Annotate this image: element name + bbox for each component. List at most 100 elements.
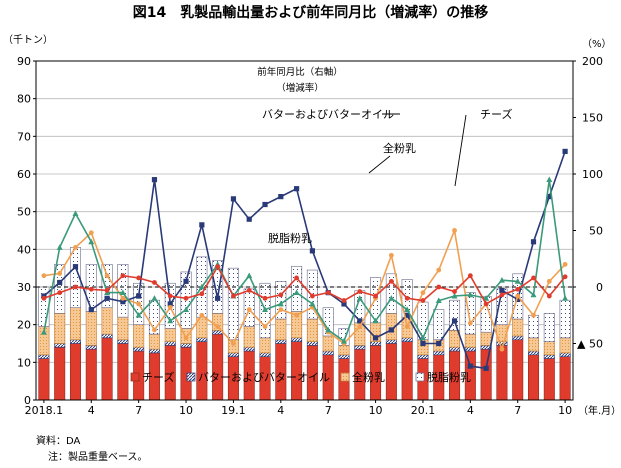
point-butter-25 xyxy=(436,340,442,347)
bar-segment-cheese-29 xyxy=(496,345,508,401)
point-smp-25 xyxy=(435,297,442,303)
right-tick-label: 50 xyxy=(589,225,603,238)
right-tick-label: 200 xyxy=(582,55,603,68)
point-cheese-29 xyxy=(499,292,505,298)
bar-segment-butter-15 xyxy=(275,339,287,344)
bar-segment-cheese-11 xyxy=(212,333,224,401)
x-tick-label: 4 xyxy=(277,404,284,417)
point-cheese-24 xyxy=(420,298,426,303)
bar-segment-cheese-31 xyxy=(528,354,540,401)
bar-segment-butter-9 xyxy=(180,343,192,348)
figure-title: 図14 乳製品輸出量および前年同月比（増減率）の推移 xyxy=(132,5,489,21)
annotation-wmp: 全粉乳 xyxy=(383,141,416,155)
left-tick-label: 90 xyxy=(17,55,31,68)
bar-segment-wmp-2 xyxy=(69,307,81,341)
bar-segment-butter-27 xyxy=(464,346,476,352)
point-smp-9 xyxy=(183,306,190,312)
legend-swatch-wmp xyxy=(340,372,350,382)
grid-lines xyxy=(36,60,573,363)
bar-segment-butter-0 xyxy=(38,354,50,359)
point-wmp-10 xyxy=(199,312,205,318)
bar-segment-smp-24 xyxy=(417,301,429,341)
point-smp-21 xyxy=(372,317,379,324)
bar-segment-cheese-0 xyxy=(38,358,50,401)
bar-segment-smp-22 xyxy=(385,273,397,314)
bar-segment-smp-12 xyxy=(227,267,239,341)
point-smp-6 xyxy=(135,312,142,318)
point-cheese-30 xyxy=(515,286,521,292)
bar-segment-butter-25 xyxy=(433,350,445,356)
point-butter-26 xyxy=(451,318,458,324)
right-tick-label: 100 xyxy=(582,168,603,181)
right-tick-label: 150 xyxy=(582,112,603,125)
bar-segment-wmp-1 xyxy=(54,313,66,344)
right-tick-label: ▲ 50 xyxy=(577,338,603,351)
point-cheese-10 xyxy=(199,291,205,297)
point-butter-32 xyxy=(546,194,552,200)
point-cheese-6 xyxy=(136,275,142,281)
left-tick-label: 40 xyxy=(17,243,31,256)
bar-segment-wmp-33 xyxy=(559,337,571,354)
bar-segment-butter-14 xyxy=(259,352,271,357)
left-tick-label: 80 xyxy=(17,93,31,106)
x-tick-label: 20.1 xyxy=(411,404,436,417)
line-wmp xyxy=(43,227,566,352)
bar-segment-wmp-8 xyxy=(164,328,176,342)
bar-segment-wmp-30 xyxy=(512,318,524,337)
bar-segment-butter-33 xyxy=(559,352,571,357)
point-butter-17 xyxy=(309,248,315,254)
point-cheese-20 xyxy=(357,289,363,294)
point-smp-2 xyxy=(72,210,79,216)
point-butter-11 xyxy=(215,295,221,301)
legend-label-wmp: 全粉乳 xyxy=(352,370,385,384)
bar-segment-butter-2 xyxy=(69,339,81,344)
bar-segment-wmp-32 xyxy=(543,341,555,356)
point-wmp-6 xyxy=(136,301,142,307)
point-wmp-25 xyxy=(436,267,442,273)
bar-segment-cheese-32 xyxy=(543,358,555,401)
bar-segment-butter-7 xyxy=(148,348,160,354)
bar-segment-butter-21 xyxy=(370,341,382,346)
right-axis-unit: （%） xyxy=(582,38,612,50)
bar-segment-butter-12 xyxy=(227,352,239,357)
point-butter-9 xyxy=(183,278,189,284)
point-butter-33 xyxy=(562,148,568,154)
point-wmp-26 xyxy=(452,228,457,233)
point-smp-10 xyxy=(198,283,205,290)
point-smp-31 xyxy=(530,291,537,298)
point-cheese-4 xyxy=(104,287,110,293)
x-tick-label: 7 xyxy=(325,404,332,417)
note-line: 注：製品重量ベース。 xyxy=(48,452,148,463)
point-cheese-17 xyxy=(309,293,315,299)
bar-segment-butter-5 xyxy=(117,339,129,344)
bar-segment-butter-6 xyxy=(133,346,145,352)
point-cheese-14 xyxy=(262,295,268,301)
source-note: 資料：DA 注：製品重量ベース。 xyxy=(36,434,148,466)
point-butter-20 xyxy=(357,318,363,324)
point-cheese-0 xyxy=(41,295,47,301)
point-butter-8 xyxy=(167,301,173,307)
point-wmp-13 xyxy=(246,307,252,312)
inner-title-line2: （増減率） xyxy=(276,82,324,94)
bar-segment-wmp-3 xyxy=(85,311,97,346)
point-butter-6 xyxy=(136,293,142,299)
x-tick-label: 10 xyxy=(179,404,193,417)
point-cheese-7 xyxy=(152,280,157,285)
point-smp-7 xyxy=(151,295,158,301)
bar-segment-butter-23 xyxy=(401,337,413,342)
point-butter-28 xyxy=(483,365,489,371)
right-tick-label: 0 xyxy=(596,281,603,294)
bar-segment-wmp-31 xyxy=(528,337,540,352)
legend-label-butter: バターおよびバターオイル xyxy=(198,371,330,384)
bar-segment-wmp-6 xyxy=(133,324,145,348)
line-butter xyxy=(43,151,566,370)
point-wmp-31 xyxy=(531,312,536,318)
point-cheese-21 xyxy=(373,293,378,299)
point-cheese-25 xyxy=(436,284,442,290)
annotations: 前年同月比（右軸）（増減率）バターおよびバターオイル チーズ全粉乳脱脂粉乳チーズバ… xyxy=(130,66,512,384)
point-butter-7 xyxy=(151,177,158,183)
bar-segment-butter-30 xyxy=(512,335,524,341)
source-line: 資料：DA xyxy=(36,436,81,447)
bar-segment-wmp-19 xyxy=(338,345,350,356)
